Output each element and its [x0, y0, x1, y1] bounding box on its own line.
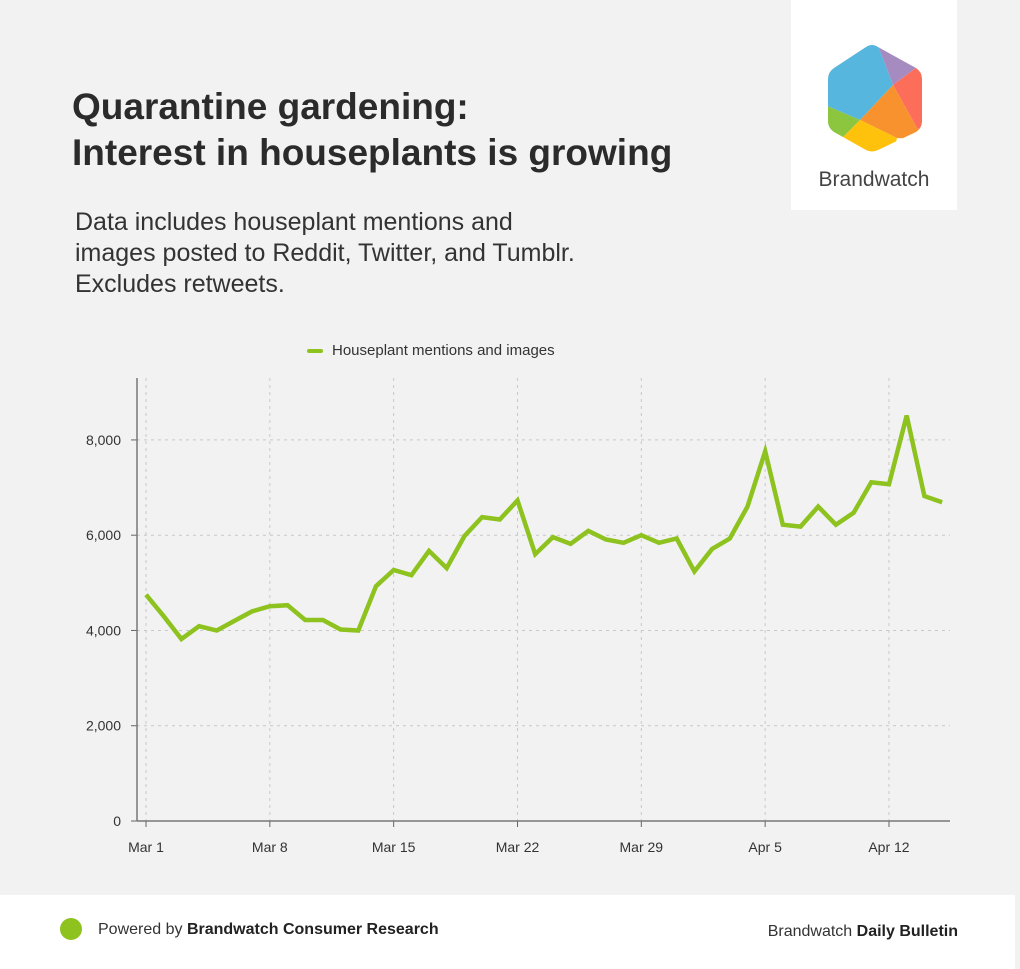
y-tick-label: 8,000 — [86, 432, 121, 448]
series-line — [144, 415, 943, 643]
daily-bulletin: Brandwatch Daily Bulletin — [767, 923, 958, 940]
logo-segment — [828, 45, 893, 120]
chart-legend: Houseplant mentions and images — [307, 342, 555, 359]
page-title: Quarantine gardening: Interest in housep… — [72, 86, 673, 173]
x-tick-label: Apr 5 — [748, 839, 782, 855]
legend-label: Houseplant mentions and images — [332, 342, 555, 359]
legend-swatch — [307, 348, 323, 353]
brand-dot-icon — [60, 918, 82, 940]
powered-by: Powered by Brandwatch Consumer Research — [98, 921, 439, 938]
subtitle: Data includes houseplant mentions and im… — [75, 208, 575, 298]
line-chart: 0 2,000 4,000 6,000 8,000 Mar 1 Mar 8 Mar 15 Mar… — [86, 378, 950, 855]
logo-segment — [828, 103, 860, 150]
x-tick-label: Mar 8 — [252, 839, 288, 855]
y-tick-label: 2,000 — [86, 718, 121, 734]
x-tick-label: Apr 12 — [868, 839, 909, 855]
y-tick-label: 0 — [113, 813, 121, 829]
x-tick-label: Mar 22 — [496, 839, 540, 855]
y-tick-label: 6,000 — [86, 527, 121, 543]
x-tick-label: Mar 15 — [372, 839, 416, 855]
brandwatch-logo: Brandwatch — [791, 0, 957, 210]
x-tick-label: Mar 29 — [620, 839, 664, 855]
footer: Powered by Brandwatch Consumer Research … — [0, 895, 1015, 969]
logo-segment — [893, 50, 922, 140]
logo-segment — [860, 85, 922, 140]
y-tick-label: 4,000 — [86, 622, 121, 638]
x-tick-label: Mar 1 — [128, 839, 164, 855]
logo-segment — [830, 120, 897, 152]
hexagon-logo-icon — [828, 45, 922, 152]
